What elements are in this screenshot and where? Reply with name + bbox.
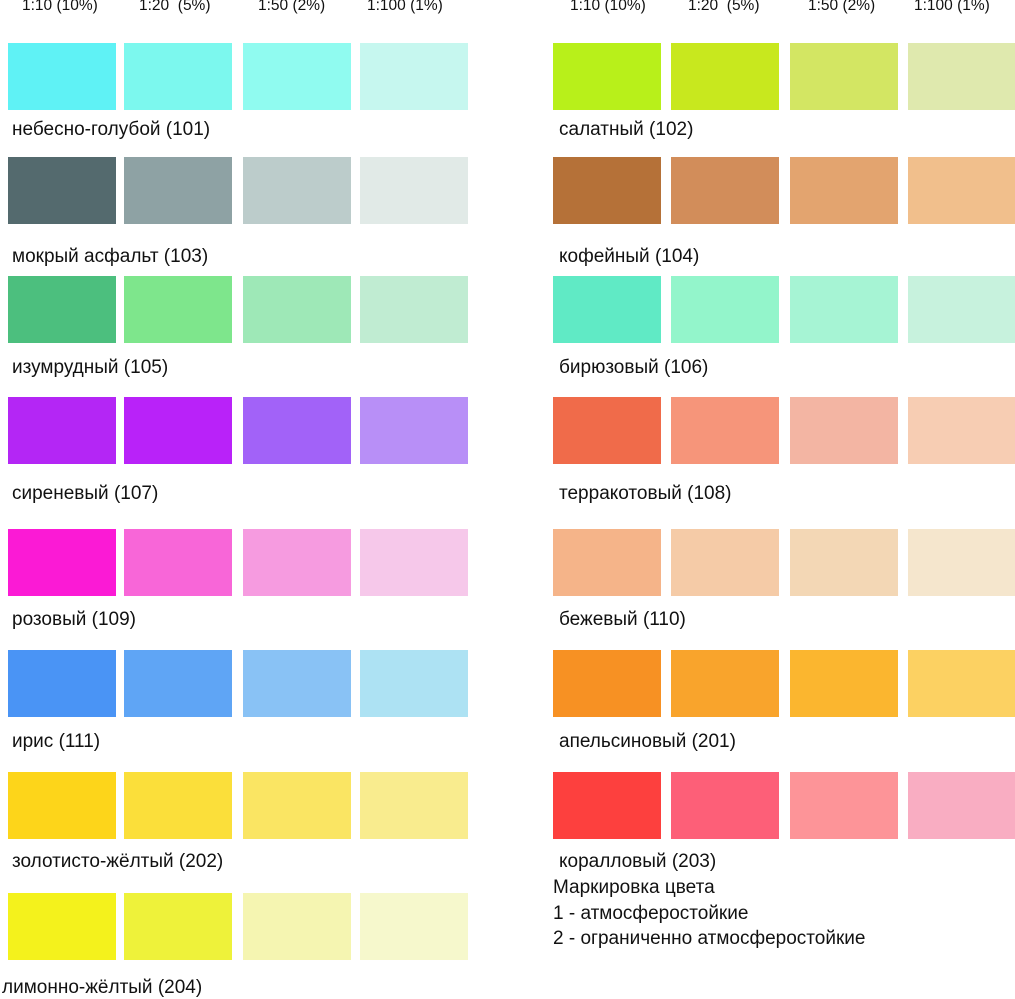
color-label: сиреневый (107) (12, 483, 159, 504)
color-label: коралловый (203) (559, 851, 717, 872)
column-header: 1:50 (2%) (808, 0, 876, 14)
color-swatch (124, 772, 232, 839)
color-swatch (124, 893, 232, 960)
column-header: 1:20 (5%) (139, 0, 211, 14)
color-swatch (360, 276, 468, 343)
color-label: ирис (111) (12, 731, 101, 752)
legend-item: 2 - ограниченно атмосферостойкие (553, 928, 866, 949)
color-swatch (790, 276, 898, 343)
color-swatch (671, 772, 779, 839)
column-header: 1:10 (10%) (22, 0, 98, 14)
color-swatch (360, 43, 468, 110)
color-swatch (8, 397, 116, 464)
color-label: салатный (102) (559, 119, 694, 140)
color-label: лимонно-жёлтый (204) (2, 977, 203, 998)
color-label: мокрый асфальт (103) (12, 246, 209, 267)
color-swatch (908, 772, 1015, 839)
color-swatch (124, 397, 232, 464)
color-label: розовый (109) (12, 609, 136, 630)
color-swatch (8, 529, 116, 596)
legend-title: Маркировка цвета (553, 877, 715, 898)
color-swatch (908, 529, 1015, 596)
color-swatch (243, 43, 351, 110)
color-swatch (243, 276, 351, 343)
color-swatch (908, 276, 1015, 343)
color-swatch (124, 276, 232, 343)
color-swatch (671, 43, 779, 110)
color-swatch (243, 893, 351, 960)
color-swatch (243, 772, 351, 839)
color-swatch (553, 772, 661, 839)
color-swatch (8, 772, 116, 839)
color-swatch (243, 397, 351, 464)
color-swatch (8, 157, 116, 224)
color-swatch (360, 397, 468, 464)
color-swatch (360, 157, 468, 224)
color-swatch (790, 772, 898, 839)
color-swatch (124, 529, 232, 596)
color-swatch (124, 43, 232, 110)
color-label: кофейный (104) (559, 246, 700, 267)
color-swatch (8, 276, 116, 343)
color-swatch (671, 650, 779, 717)
color-swatch (790, 650, 898, 717)
color-swatch (243, 650, 351, 717)
color-swatch (243, 157, 351, 224)
color-swatch (124, 157, 232, 224)
color-swatch (790, 529, 898, 596)
color-swatch (553, 43, 661, 110)
color-swatch (790, 43, 898, 110)
color-label: апельсиновый (201) (559, 731, 736, 752)
column-header: 1:20 (5%) (688, 0, 760, 14)
color-label: небесно-голубой (101) (12, 119, 211, 140)
color-label: бежевый (110) (559, 609, 686, 630)
column-header: 1:50 (2%) (258, 0, 326, 14)
color-label: изумрудный (105) (12, 357, 169, 378)
color-label: бирюзовый (106) (559, 357, 709, 378)
color-swatch (553, 397, 661, 464)
color-swatch (553, 650, 661, 717)
color-swatch (671, 397, 779, 464)
column-header: 1:10 (10%) (570, 0, 646, 14)
color-swatch (671, 276, 779, 343)
color-swatch (360, 893, 468, 960)
color-swatch (671, 529, 779, 596)
color-swatch (908, 43, 1015, 110)
color-swatch (553, 529, 661, 596)
color-swatch (908, 650, 1015, 717)
color-swatch (553, 276, 661, 343)
color-swatch (360, 650, 468, 717)
color-swatch (790, 157, 898, 224)
color-swatch (243, 529, 351, 596)
color-swatch (8, 43, 116, 110)
color-swatch (8, 650, 116, 717)
column-header: 1:100 (1%) (914, 0, 990, 14)
color-swatch (671, 157, 779, 224)
color-label: терракотовый (108) (559, 483, 732, 504)
color-swatch (360, 529, 468, 596)
color-swatch (8, 893, 116, 960)
color-swatch (908, 157, 1015, 224)
color-swatch (908, 397, 1015, 464)
color-swatch (553, 157, 661, 224)
column-header: 1:100 (1%) (367, 0, 443, 14)
color-swatch (790, 397, 898, 464)
color-swatch (360, 772, 468, 839)
color-swatch (124, 650, 232, 717)
color-label: золотисто-жёлтый (202) (12, 851, 224, 872)
legend-item: 1 - атмосферостойкие (553, 903, 749, 924)
